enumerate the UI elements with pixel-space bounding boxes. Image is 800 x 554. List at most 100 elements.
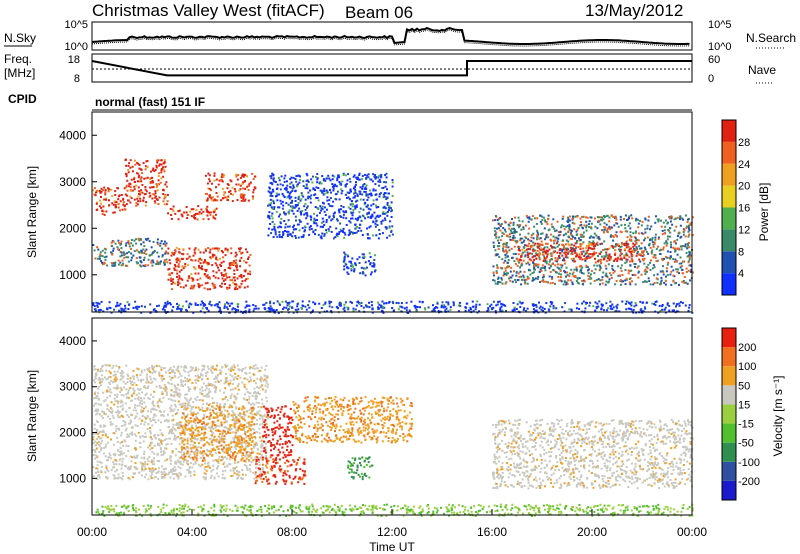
data-cell — [177, 477, 180, 480]
data-cell — [174, 405, 177, 408]
data-cell — [125, 175, 128, 178]
data-cell — [361, 271, 364, 274]
data-cell — [688, 224, 690, 227]
data-cell — [565, 239, 568, 242]
data-cell — [236, 470, 238, 472]
data-cell — [203, 287, 206, 290]
data-cell — [646, 224, 649, 227]
data-cell — [149, 178, 152, 181]
data-cell — [597, 236, 600, 238]
data-cell — [314, 193, 317, 196]
data-cell — [204, 462, 207, 465]
data-cell — [566, 256, 569, 259]
data-cell — [678, 272, 680, 275]
data-cell — [610, 214, 613, 217]
data-cell — [380, 306, 383, 309]
data-cell — [570, 252, 573, 255]
data-cell — [140, 474, 143, 477]
data-cell — [172, 205, 175, 208]
data-cell — [170, 279, 173, 282]
data-cell — [125, 244, 127, 247]
data-cell — [278, 179, 281, 182]
data-cell — [362, 272, 365, 275]
data-cell — [624, 242, 627, 245]
data-cell — [650, 259, 652, 262]
data-cell — [630, 301, 633, 304]
data-cell — [374, 183, 377, 186]
data-cell — [676, 271, 679, 274]
data-cell — [282, 194, 285, 197]
data-cell — [173, 269, 176, 271]
data-cell — [163, 261, 165, 264]
data-cell — [206, 211, 209, 214]
data-cell — [122, 308, 125, 311]
data-cell — [317, 187, 320, 189]
data-cell — [217, 183, 220, 186]
data-cell — [328, 305, 331, 308]
data-cell — [603, 222, 606, 225]
data-cell — [215, 257, 218, 260]
data-cell — [206, 365, 209, 368]
data-cell — [342, 231, 344, 233]
data-cell — [659, 281, 662, 284]
data-cell — [168, 302, 171, 305]
data-cell — [239, 184, 242, 187]
data-cell — [644, 268, 647, 271]
data-cell — [566, 247, 569, 250]
data-cell — [224, 196, 227, 199]
data-cell — [459, 304, 462, 307]
data-cell — [588, 304, 591, 307]
data-cell — [526, 248, 528, 251]
data-cell — [212, 284, 215, 287]
data-cell — [669, 231, 672, 234]
data-cell — [683, 260, 686, 263]
data-cell — [615, 243, 617, 246]
data-cell — [147, 264, 150, 267]
data-cell — [518, 219, 521, 222]
data-cell — [384, 185, 387, 188]
data-cell — [640, 247, 643, 250]
data-cell — [594, 244, 597, 247]
data-cell — [272, 236, 275, 238]
data-cell — [620, 264, 623, 267]
data-cell — [620, 269, 623, 272]
data-cell — [97, 403, 100, 406]
data-cell — [549, 270, 552, 273]
data-cell — [109, 418, 111, 420]
data-cell — [528, 239, 531, 242]
data-cell — [511, 309, 514, 312]
data-cell — [119, 255, 122, 258]
data-cell — [403, 307, 406, 310]
data-cell — [316, 178, 319, 181]
data-cell — [634, 231, 637, 234]
data-cell — [138, 167, 141, 170]
data-cell — [648, 280, 651, 283]
data-cell — [106, 436, 109, 439]
data-cell — [623, 254, 626, 257]
data-cell — [672, 246, 675, 249]
data-cell — [325, 177, 328, 180]
data-cell — [565, 254, 568, 257]
data-cell — [126, 433, 129, 436]
data-cell — [501, 231, 504, 234]
data-cell — [293, 206, 296, 209]
data-cell — [553, 246, 555, 249]
colorbar-tick-label: 24 — [738, 159, 750, 171]
data-cell — [104, 189, 107, 192]
data-cell — [270, 202, 273, 205]
data-cell — [517, 253, 520, 256]
data-cell — [169, 437, 171, 440]
data-cell — [325, 231, 328, 234]
data-cell — [168, 432, 171, 435]
data-cell — [619, 215, 622, 218]
data-cell — [269, 223, 272, 225]
data-cell — [598, 252, 601, 255]
data-cell — [534, 268, 537, 271]
data-cell — [249, 253, 252, 256]
data-cell — [229, 189, 232, 192]
data-cell — [163, 170, 166, 173]
data-cell — [208, 194, 211, 197]
data-cell — [274, 233, 277, 236]
data-cell — [151, 418, 154, 421]
data-cell — [215, 271, 218, 274]
